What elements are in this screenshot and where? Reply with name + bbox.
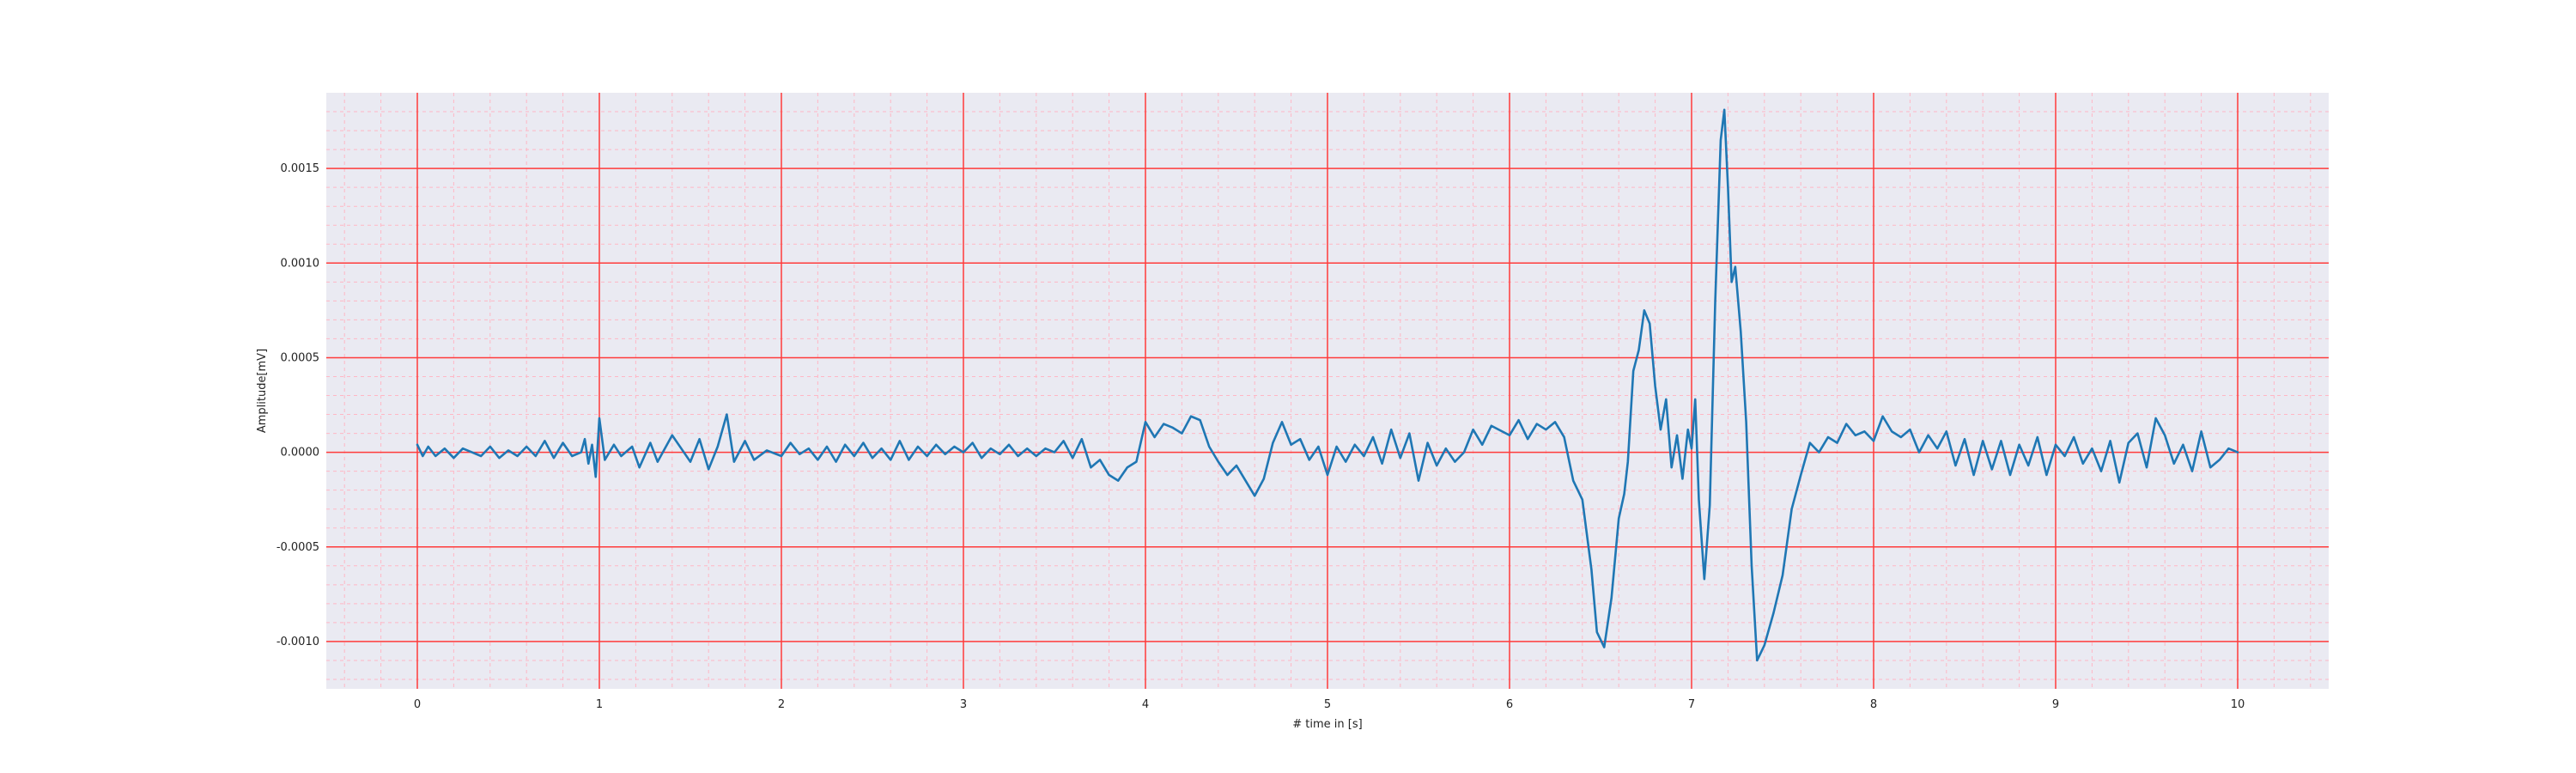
x-tick-label-5: 5: [1324, 698, 1331, 711]
tick-label-layer: 0 1 2 3 4 5 6 7 8 9 10 -0.0010 -0.0005 0.0000 0.0005 0.…: [276, 162, 2245, 711]
x-tick-label-9: 9: [2052, 698, 2059, 711]
series-line-0: [416, 108, 2239, 662]
x-tick-label-4: 4: [1142, 698, 1149, 711]
y-axis-label: Amplitude[mV]: [256, 349, 269, 433]
x-axis-label: # time in [s]: [1292, 718, 1362, 731]
y-tick-label-3: 0.0005: [281, 351, 320, 364]
x-tick-label-8: 8: [1870, 698, 1877, 711]
y-tick-label-1: -0.0005: [276, 541, 319, 554]
x-tick-label-0: 0: [414, 698, 421, 711]
x-tick-label-1: 1: [596, 698, 603, 711]
x-tick-label-6: 6: [1506, 698, 1513, 711]
x-tick-label-7: 7: [1688, 698, 1695, 711]
y-tick-label-0: -0.0010: [276, 636, 319, 648]
y-tick-label-2: 0.0000: [281, 447, 320, 460]
x-tick-label-10: 10: [2231, 698, 2245, 711]
y-tick-label-5: 0.0015: [281, 162, 320, 175]
series-layer: [416, 108, 2239, 662]
major-grid-layer: [326, 93, 2329, 689]
y-tick-label-4: 0.0010: [281, 257, 320, 270]
x-tick-label-2: 2: [778, 698, 785, 711]
x-tick-label-3: 3: [960, 698, 967, 711]
